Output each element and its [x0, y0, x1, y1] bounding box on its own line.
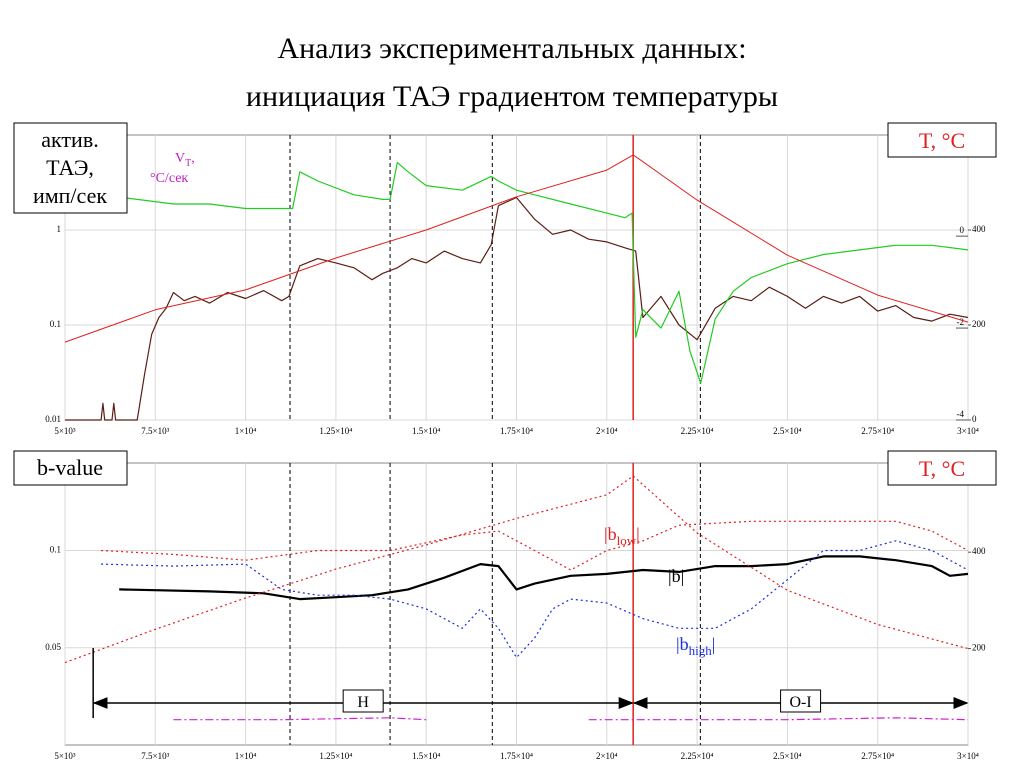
label-main: V	[175, 151, 185, 166]
x-tick-label: 7.5×10³	[141, 751, 169, 761]
y-label-box	[13, 450, 128, 486]
y2-tick-label: 400	[972, 546, 986, 556]
x-tick-label: 5×10³	[54, 426, 76, 436]
span-label: O-I	[789, 694, 811, 711]
label-end: |	[712, 634, 716, 654]
x-tick-label: 3×10⁴	[957, 751, 979, 761]
x-tick-label: 1.5×10⁴	[412, 751, 440, 761]
x-tick-label: 1×10⁴	[235, 751, 257, 761]
y-axis-label: актив.	[41, 127, 98, 152]
x-tick-label: 7.5×10³	[141, 426, 169, 436]
series-line	[64, 154, 969, 343]
series-line	[64, 475, 969, 664]
slide-title: Анализ экспериментальных данных:	[277, 32, 746, 65]
y3-tick-label: -2	[957, 317, 965, 327]
label-rest: ,	[191, 151, 195, 166]
y-tick-label: 1	[57, 224, 62, 234]
x-tick-label: 2×10⁴	[596, 751, 618, 761]
curve-label: |b|	[668, 566, 684, 586]
y2-axis-label: T, °C	[919, 128, 965, 153]
series-line	[119, 555, 969, 601]
x-tick-label: 2.25×10⁴	[681, 426, 714, 436]
y3-axis-label: VT,	[175, 151, 195, 169]
y-label-box	[13, 122, 128, 214]
series-line	[65, 162, 969, 384]
curve-label: |bhigh|	[676, 634, 715, 658]
y2-tick-label: 400	[972, 224, 986, 234]
span-label: H	[357, 694, 369, 711]
x-tick-label: 2.5×10⁴	[773, 751, 801, 761]
series-line	[173, 717, 969, 721]
curve-label: |blow|	[604, 524, 640, 548]
x-tick-label: 5×10³	[54, 751, 76, 761]
series-line	[101, 520, 969, 571]
x-tick-label: 1.75×10⁴	[500, 751, 533, 761]
x-tick-label: 2.75×10⁴	[861, 751, 894, 761]
x-tick-label: 1.25×10⁴	[319, 426, 352, 436]
y3-tick-label: 0	[960, 225, 965, 235]
span-label-box	[342, 689, 384, 713]
span-label-box	[780, 689, 822, 713]
x-tick-label: 1.25×10⁴	[319, 751, 352, 761]
y-tick-label: 0.1	[50, 545, 61, 555]
y3-axis-label: °C/сек	[150, 171, 188, 186]
x-tick-label: 2×10⁴	[596, 426, 618, 436]
label-sub: low	[617, 533, 637, 548]
x-tick-label: 1.75×10⁴	[500, 426, 533, 436]
y-tick-label: 0.01	[45, 414, 61, 424]
y-tick-label: 0.05	[45, 642, 61, 652]
x-tick-label: 2.5×10⁴	[773, 426, 801, 436]
x-tick-label: 1×10⁴	[235, 426, 257, 436]
slide-title: инициация ТАЭ градиентом температуры	[246, 80, 778, 113]
y2-label-box	[887, 450, 997, 486]
series-line	[65, 196, 969, 421]
x-tick-label: 2.75×10⁴	[861, 426, 894, 436]
y-tick-label: 0.1	[50, 319, 61, 329]
y-axis-label: ТАЭ,	[46, 155, 94, 180]
x-tick-label: 1.5×10⁴	[412, 426, 440, 436]
y2-tick-label: 200	[972, 319, 986, 329]
y2-tick-label: 200	[972, 643, 986, 653]
y-axis-label: имп/сек	[33, 183, 107, 208]
y2-label-box	[887, 122, 997, 158]
label-main: |b	[676, 634, 689, 654]
y3-tick-label: -4	[957, 409, 965, 419]
x-tick-label: 2.25×10⁴	[681, 751, 714, 761]
label-sub: high	[689, 643, 713, 658]
label-end: |	[636, 524, 640, 544]
label-main: |b|	[668, 566, 684, 586]
series-line	[101, 540, 969, 659]
y-axis-label: b-value	[37, 455, 103, 480]
label-sub: T	[185, 158, 191, 169]
x-tick-label: 3×10⁴	[957, 426, 979, 436]
y2-axis-label: T, °C	[919, 456, 965, 481]
y2-tick-label: 0	[972, 414, 977, 424]
label-main: |b	[604, 524, 617, 544]
